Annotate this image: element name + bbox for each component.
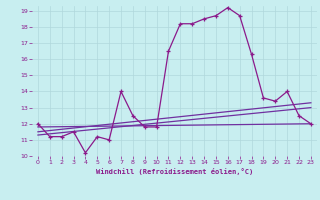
- X-axis label: Windchill (Refroidissement éolien,°C): Windchill (Refroidissement éolien,°C): [96, 168, 253, 175]
